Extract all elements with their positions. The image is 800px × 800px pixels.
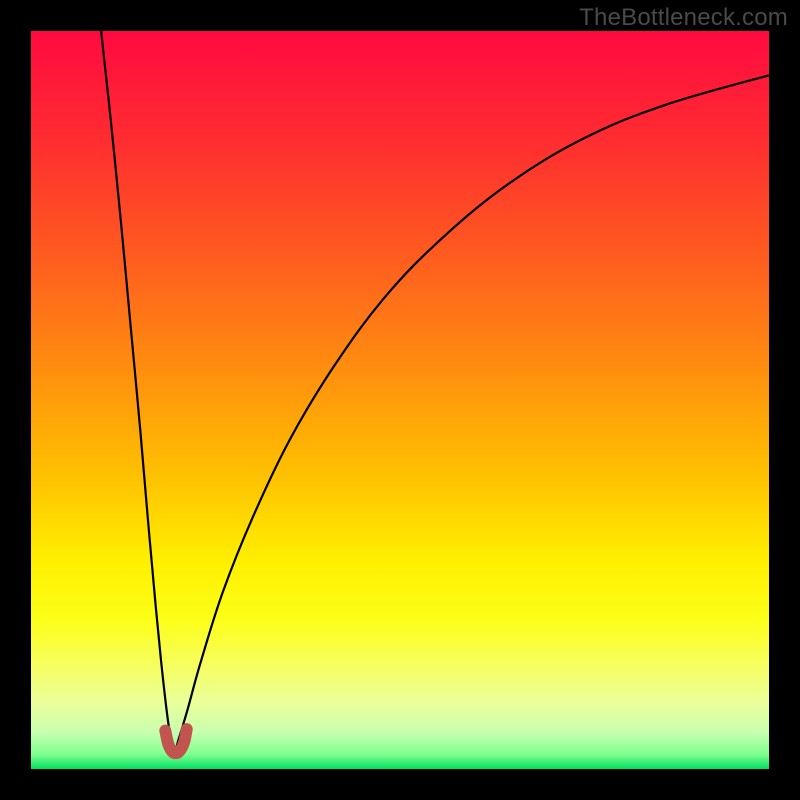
bottleneck-chart: TheBottleneck.com: [0, 0, 800, 800]
plot-background: [31, 31, 769, 769]
chart-svg: [0, 0, 800, 800]
watermark-text: TheBottleneck.com: [579, 4, 788, 32]
